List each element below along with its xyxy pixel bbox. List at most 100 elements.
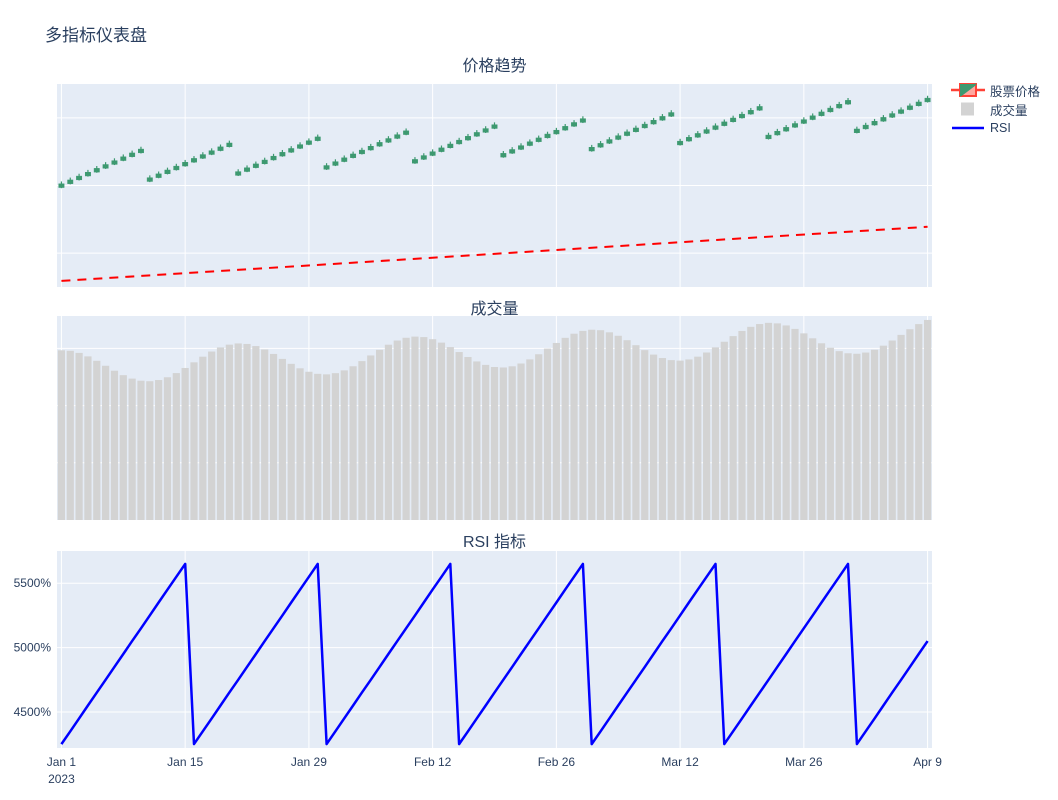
volume-bar — [75, 352, 83, 520]
legend-item-rsi[interactable]: RSI — [951, 121, 1040, 135]
volume-bar — [862, 352, 870, 520]
volume-bar — [296, 368, 304, 520]
volume-bar — [199, 356, 207, 520]
volume-bar — [93, 360, 101, 520]
volume-bar — [756, 324, 764, 520]
volume-bar — [287, 363, 295, 520]
volume-bar — [782, 325, 790, 520]
volume-subplot-title: 成交量 — [470, 301, 519, 318]
volume-bar — [888, 340, 896, 520]
rsi-panel — [57, 551, 932, 748]
volume-panel — [57, 316, 932, 520]
x-tick-year-label: 2023 — [48, 772, 75, 786]
x-tick-label: Apr 9 — [913, 755, 942, 769]
volume-bar — [446, 347, 454, 520]
volume-bar — [278, 358, 286, 520]
volume-bar — [261, 349, 269, 520]
volume-bar — [119, 375, 127, 520]
y-tick-label: 4500% — [14, 705, 52, 719]
volume-bar — [923, 319, 932, 520]
volume-bar — [269, 353, 278, 520]
volume-bar — [322, 374, 331, 520]
volume-bar — [588, 329, 596, 520]
volume-bar — [729, 336, 737, 520]
volume-bar — [473, 361, 481, 520]
x-tick-label: Jan 29 — [291, 755, 327, 769]
volume-bar — [384, 344, 393, 520]
volume-bar — [66, 350, 74, 520]
volume-bar — [870, 349, 879, 520]
rsi-subplot-title: RSI 指标 — [462, 534, 527, 551]
volume-bar — [499, 367, 507, 520]
volume-bar — [658, 358, 667, 520]
volume-bar — [791, 328, 799, 520]
volume-bar — [596, 330, 605, 520]
bar-swatch-icon — [951, 102, 985, 116]
volume-bar — [349, 366, 357, 520]
legend: 股票价格 成交量 RSI — [951, 83, 1040, 135]
rsi-line — [60, 562, 929, 746]
volume-bar — [252, 346, 260, 520]
volume-bar — [225, 344, 233, 520]
trend-line — [61, 225, 928, 282]
volume-bar — [420, 337, 428, 520]
volume-bar — [853, 353, 861, 520]
volume-bar — [482, 364, 490, 520]
volume-bar — [552, 342, 560, 520]
volume-bar — [605, 332, 613, 520]
candlestick-series — [58, 95, 931, 189]
volume-bar — [915, 324, 923, 520]
volume-bar — [817, 343, 826, 520]
volume-bar — [614, 335, 622, 520]
volume-bar — [649, 354, 658, 520]
volume-bar — [358, 361, 366, 520]
volume-bar — [632, 345, 640, 520]
volume-bar — [897, 334, 905, 520]
plot-area[interactable] — [57, 551, 932, 748]
volume-bar — [747, 326, 755, 520]
volume-bar — [305, 371, 313, 520]
x-axis-labels: Jan 1 Jan 15 Jan 29 Feb 12 Feb 26 Mar 12 Mar 2… — [47, 755, 943, 786]
volume-bar — [508, 366, 516, 520]
volume-bar — [535, 354, 543, 520]
volume-bar — [243, 343, 251, 520]
volume-bar — [137, 380, 145, 520]
volume-bar — [641, 350, 649, 520]
legend-item-stock-price[interactable]: 股票价格 — [951, 83, 1041, 99]
volume-bar — [667, 360, 675, 520]
rsi-y-axis-labels: 4500% 5000% 5500% — [14, 576, 52, 719]
volume-bar — [490, 366, 499, 520]
volume-bar — [879, 345, 887, 520]
volume-bar — [102, 365, 110, 520]
volume-bar — [234, 343, 242, 520]
x-tick-label: Mar 26 — [785, 755, 823, 769]
volume-bar — [809, 338, 817, 520]
x-tick-label: Jan 15 — [167, 755, 203, 769]
volume-bar — [367, 355, 375, 520]
legend-label: 股票价格 — [990, 84, 1041, 99]
volume-bar — [84, 356, 92, 520]
gridlines — [57, 551, 932, 748]
volume-bar — [543, 348, 552, 520]
volume-bar — [376, 349, 384, 520]
volume-bar — [685, 359, 693, 520]
volume-bar — [146, 381, 154, 520]
volume-bar — [570, 333, 578, 520]
volume-bar — [393, 340, 401, 520]
legend-item-volume[interactable]: 成交量 — [951, 102, 1040, 118]
volume-bar — [694, 356, 702, 520]
volume-bar — [110, 370, 119, 520]
volume-bar — [331, 373, 340, 520]
volume-bar — [561, 337, 569, 520]
volume-bar — [517, 363, 525, 520]
volume-bar — [579, 330, 587, 520]
volume-bar — [526, 359, 534, 520]
volume-bar — [402, 337, 410, 520]
volume-bar — [57, 350, 66, 520]
candlestick-legend-icon — [951, 83, 985, 97]
volume-bar — [190, 362, 198, 520]
volume-bar — [181, 367, 189, 520]
volume-bar — [437, 342, 446, 520]
